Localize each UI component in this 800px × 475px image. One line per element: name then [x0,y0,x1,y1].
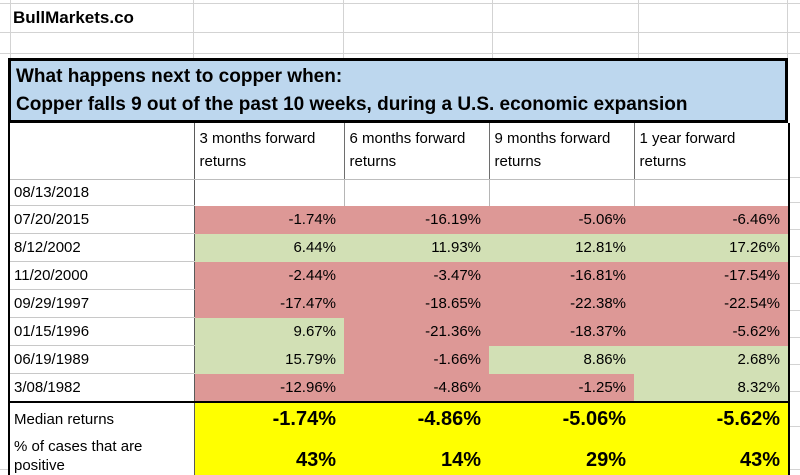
gridline [790,364,800,365]
return-cell: -12.96% [194,373,344,402]
return-cell: -3.47% [344,261,489,290]
date-cell: 08/13/2018 [9,179,195,206]
table-row-1982: 3/08/1982 -12.96% -4.86% -1.25% 8.32% [9,373,789,403]
median-row: Median returns -1.74% -4.86% -5.06% -5.6… [9,401,789,436]
column-header-3m: 3 months forward returns [194,123,345,180]
gridline [790,310,800,311]
return-cell: -6.46% [634,205,789,234]
gridline [0,32,800,33]
return-cell: -1.66% [344,345,489,374]
pct-positive-label: % of cases that are positive [9,436,195,475]
gridline [343,0,344,58]
header-empty-cell [9,123,195,180]
pct-positive-value: 14% [344,436,489,475]
table-row-2002: 8/12/2002 6.44% 11.93% 12.81% 17.26% [9,233,789,262]
gridline [790,391,800,392]
return-cell: -1.25% [489,373,634,402]
date-cell: 06/19/1989 [9,345,195,374]
median-value: -1.74% [194,401,344,436]
table-row-2018: 08/13/2018 [9,179,789,206]
return-cell: -5.06% [489,205,634,234]
return-cell: -21.36% [344,317,489,346]
return-cell: 17.26% [634,233,789,262]
return-cell [194,179,345,206]
table-row-1996: 01/15/1996 9.67% -21.36% -18.37% -5.62% [9,317,789,346]
gridline [790,177,800,178]
column-header-6m: 6 months forward returns [344,123,490,180]
column-header-1y: 1 year forward returns [634,123,789,180]
return-cell [634,180,789,206]
date-cell: 01/15/1996 [9,317,195,346]
median-value: -4.86% [344,401,489,436]
gridline [0,3,800,4]
table-row-2000: 11/20/2000 -2.44% -3.47% -16.81% -17.54% [9,261,789,290]
return-cell: 8.86% [489,345,634,374]
return-cell: -1.74% [194,205,344,234]
pct-positive-row: % of cases that are positive 43% 14% 29%… [9,436,789,475]
pct-positive-value: 29% [489,436,634,475]
return-cell: -2.44% [194,261,344,290]
return-cell: 2.68% [634,345,789,374]
gridline [0,53,800,54]
return-cell: 11.93% [344,233,489,262]
table-row-1989: 06/19/1989 15.79% -1.66% 8.86% 2.68% [9,345,789,374]
returns-table: 3 months forward returns 6 months forwar… [8,123,790,475]
gridline [193,0,194,58]
title-line-1: What happens next to copper when: [16,65,343,87]
return-cell: -22.38% [489,289,634,318]
brand-text: BullMarkets.co [13,8,134,27]
return-cell: 12.81% [489,233,634,262]
gridline [790,229,800,230]
return-cell: -18.37% [489,317,634,346]
gridline [492,0,493,58]
return-cell: -16.19% [344,205,489,234]
gridline [790,256,800,257]
return-cell [344,179,490,206]
gridline [790,426,800,427]
return-cell: 6.44% [194,233,344,262]
date-cell: 09/29/1997 [9,289,195,318]
median-label: Median returns [9,401,195,436]
return-cell: -17.47% [194,289,344,318]
return-cell: 8.32% [634,373,789,402]
table-row-2015: 07/20/2015 -1.74% -16.19% -5.06% -6.46% [9,205,789,234]
return-cell: -16.81% [489,261,634,290]
header-row: 3 months forward returns 6 months forwar… [9,123,789,180]
table-row-1997: 09/29/1997 -17.47% -18.65% -22.38% -22.5… [9,289,789,318]
gridline [790,337,800,338]
return-cell: 15.79% [194,345,344,374]
return-cell [489,179,635,206]
return-cell: -17.54% [634,261,789,290]
gridline [790,283,800,284]
date-cell: 07/20/2015 [9,205,195,234]
title-line-2: Copper falls 9 out of the past 10 weeks,… [16,94,688,116]
date-cell: 3/08/1982 [9,373,195,403]
gridline [638,0,639,58]
gridline [787,0,788,58]
gridline [790,202,800,203]
return-cell: -22.54% [634,289,789,318]
median-value: -5.06% [489,401,634,436]
pct-positive-value: 43% [634,436,789,475]
return-cell: -5.62% [634,317,789,346]
return-cell: -18.65% [344,289,489,318]
title-box: What happens next to copper when: Copper… [8,58,788,123]
pct-positive-value: 43% [194,436,344,475]
date-cell: 11/20/2000 [9,261,195,290]
median-value: -5.62% [634,401,789,436]
return-cell: 9.67% [194,317,344,346]
column-header-9m: 9 months forward returns [489,123,635,180]
return-cell: -4.86% [344,373,489,402]
date-cell: 8/12/2002 [9,233,195,262]
gridline [10,0,11,58]
